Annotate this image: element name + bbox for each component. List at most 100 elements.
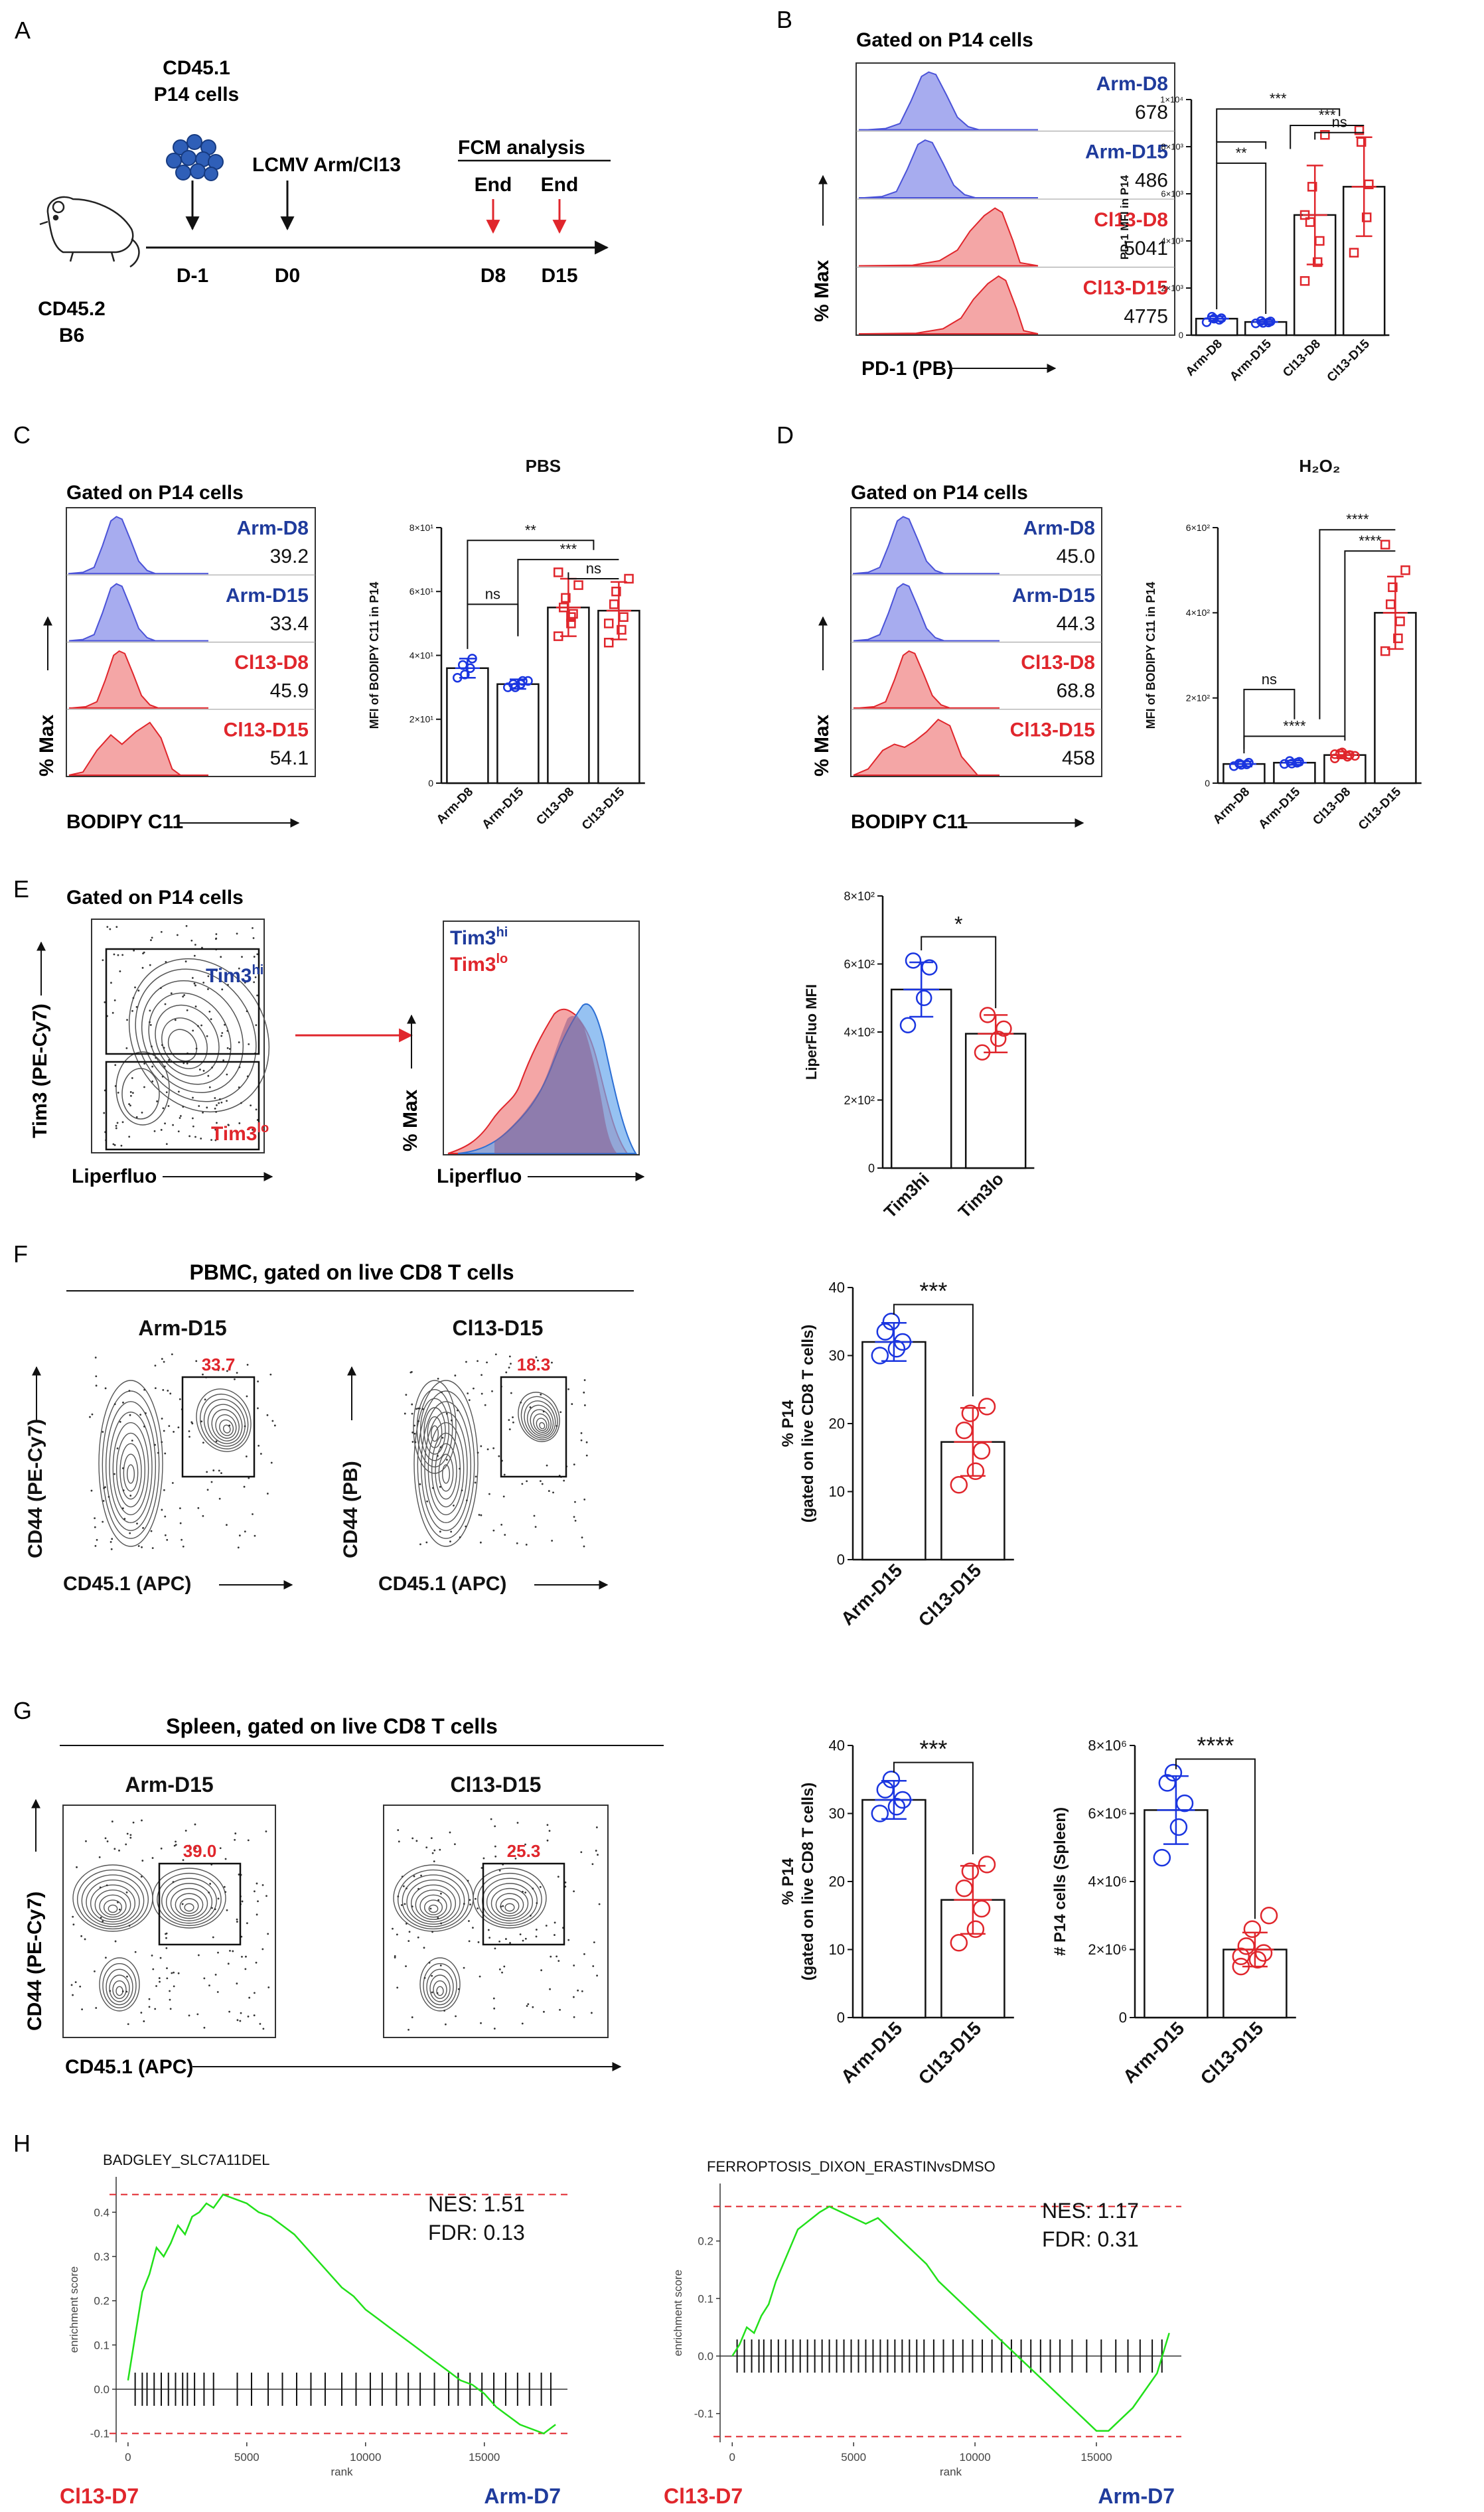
event-dot	[200, 1024, 202, 1027]
event-dot	[480, 1514, 482, 1516]
contour-ring	[504, 1903, 515, 1912]
y-tick-label: 0	[837, 1552, 845, 1568]
histogram-curve	[858, 207, 1039, 267]
event-dot	[512, 1421, 514, 1424]
event-dot	[163, 1065, 166, 1068]
y-axis-title: (gated on live CD8 T cells)	[799, 1325, 817, 1523]
event-dot	[102, 1920, 104, 1923]
event-dot	[408, 1940, 410, 1942]
x-tick-label: Cl13-D15	[579, 784, 628, 833]
histogram-curve	[68, 516, 209, 575]
bar-chart: 0 10 20 30 40 % P14 (gated on live CD8 T cells…	[779, 1736, 1014, 2089]
significance-label: **	[1236, 145, 1248, 161]
contour-ring	[419, 1894, 447, 1918]
event-dot	[149, 1021, 151, 1023]
data-point	[1232, 1947, 1250, 1965]
x-tick-label: Cl13-D15	[915, 1560, 986, 1631]
data-point	[1260, 1907, 1278, 1925]
bar	[861, 1799, 927, 2019]
event-dot	[535, 1929, 538, 1931]
event-dot	[153, 1130, 156, 1132]
event-dot	[411, 2016, 413, 2018]
event-dot	[172, 1124, 174, 1126]
event-dot	[179, 1522, 182, 1524]
data-point	[882, 1771, 901, 1789]
event-dot	[159, 987, 162, 990]
event-dot	[252, 937, 255, 939]
event-dot	[236, 2019, 239, 2022]
significance-label: ****	[1197, 1732, 1234, 1759]
plot-title: Arm-D15	[138, 1316, 226, 1340]
event-dot	[203, 2026, 206, 2029]
contour-ring	[417, 1390, 475, 1539]
event-dot	[121, 954, 124, 956]
contour-ring	[473, 1868, 547, 1929]
event-dot	[119, 970, 121, 972]
event-dot	[592, 1965, 595, 1967]
event-dot	[583, 1953, 585, 1955]
x-axis-label: CD45.1 (APC)	[378, 1573, 506, 1595]
event-dot	[431, 1931, 433, 1933]
y-tick-label: 8×10³	[1161, 142, 1183, 152]
event-dot	[451, 1419, 453, 1422]
x-tick-label: 5000	[234, 2451, 260, 2464]
event-dot	[240, 1102, 242, 1104]
y-tick-label: 40	[829, 1737, 845, 1754]
event-dot	[554, 1934, 556, 1936]
event-dot	[453, 1505, 455, 1507]
event-dot	[238, 967, 240, 970]
contour-ring	[402, 1874, 465, 1927]
event-dot	[178, 1090, 180, 1093]
event-dot	[480, 1445, 482, 1447]
histogram-mfi-value: 45.0	[1057, 546, 1095, 567]
event-dot	[540, 1480, 542, 1483]
event-dot	[494, 1855, 497, 1858]
x-tick-label: 15000	[1080, 2451, 1112, 2464]
histogram-mfi-value: 458	[1062, 747, 1095, 769]
contour-ring	[430, 1425, 439, 1442]
contour-ring	[76, 1869, 149, 1930]
event-dot	[104, 1837, 107, 1840]
event-dot	[266, 1493, 269, 1495]
event-dot	[262, 2028, 265, 2030]
event-dot	[564, 1881, 567, 1884]
histogram-mfi-value: 45.9	[270, 680, 309, 702]
event-dot	[593, 1941, 595, 1944]
event-dot	[498, 1968, 501, 1970]
event-dot	[129, 1495, 132, 1497]
event-dot	[398, 1840, 400, 1843]
event-dot	[168, 1059, 171, 1061]
phenotype-right: Arm-D7	[484, 2484, 561, 2508]
y-tick-label: 0.1	[94, 2339, 110, 2351]
event-dot	[182, 996, 185, 998]
nes-value: NES: 1.51	[428, 2192, 525, 2216]
event-dot	[580, 1851, 583, 1854]
event-dot	[89, 1416, 91, 1418]
event-dot	[244, 982, 246, 984]
histogram-sample-name: Cl13-D15	[1010, 719, 1095, 741]
gate-percentage: 18.3	[517, 1355, 551, 1374]
event-dot	[536, 1902, 538, 1904]
event-dot	[475, 1475, 477, 1478]
event-dot	[474, 1481, 477, 1484]
overlap-histogram	[494, 1015, 617, 1153]
y-tick-label: 2×10²	[1186, 693, 1211, 703]
x-tick-label: Arm-D8	[1211, 785, 1252, 827]
event-dot	[232, 1950, 234, 1953]
data-point	[1299, 276, 1310, 286]
event-dot	[81, 2008, 84, 2011]
day-label: D0	[275, 265, 300, 287]
significance-label: ns	[1262, 671, 1277, 688]
event-dot	[217, 1897, 220, 1900]
event-dot	[510, 1392, 512, 1394]
event-dot	[185, 1830, 187, 1832]
event-dot	[165, 1143, 168, 1145]
x-axis-label: CD45.1 (APC)	[63, 1573, 191, 1595]
event-dot	[542, 1410, 545, 1413]
event-dot	[583, 1391, 585, 1394]
significance-bracket	[1319, 529, 1396, 719]
event-dot	[106, 1884, 108, 1887]
event-dot	[151, 1547, 154, 1550]
y-tick-label: 6×10²	[1186, 522, 1211, 533]
y-tick-label: 30	[829, 1347, 845, 1364]
